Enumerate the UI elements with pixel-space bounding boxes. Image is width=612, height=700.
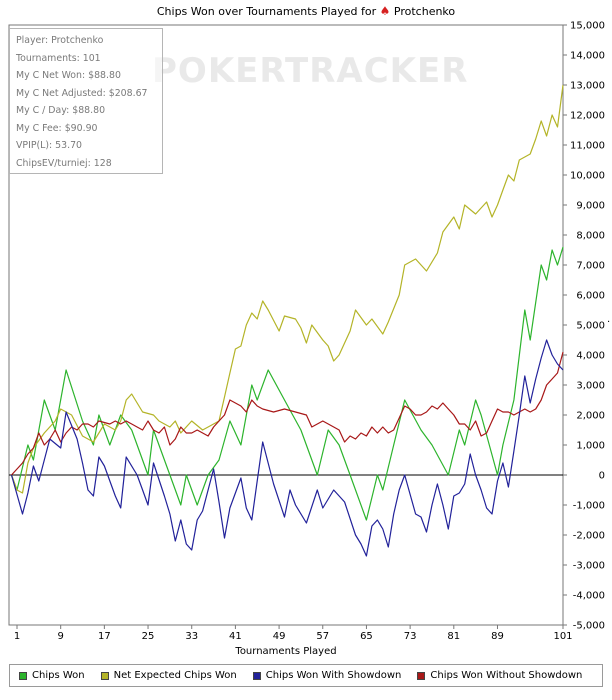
legend-label-with-showdown: Chips Won With Showdown <box>265 670 402 681</box>
x-tick-label: 33 <box>185 631 198 642</box>
y-tick-label: 1,000 <box>576 441 605 452</box>
y-tick-label: 0 <box>599 471 605 482</box>
x-tick-label: 9 <box>57 631 63 642</box>
x-tick-label: 101 <box>553 631 572 642</box>
x-tick-label: 81 <box>447 631 460 642</box>
x-tick-label: 1 <box>14 631 20 642</box>
chart-title: Chips Won over Tournaments Played for ♠ … <box>0 4 612 18</box>
y-tick-label: 11,000 <box>570 141 605 152</box>
x-tick-label: 17 <box>98 631 111 642</box>
x-axis-label: Tournaments Played <box>234 646 336 657</box>
series-line-net-expected-chips-won <box>10 84 564 494</box>
x-tick-label: 41 <box>229 631 242 642</box>
series-line-chips-won-without-showdown <box>11 351 564 476</box>
y-axis-marker: · <box>607 317 610 328</box>
stat-per-day: My C / Day: $88.80 <box>16 105 106 116</box>
chart-legend: Chips Won Net Expected Chips Won Chips W… <box>9 664 603 687</box>
title-player: Protchenko <box>393 5 456 18</box>
y-tick-label: 4,000 <box>576 351 605 362</box>
y-tick-label: 8,000 <box>576 231 605 242</box>
legend-item-with-showdown[interactable]: Chips Won With Showdown <box>252 670 402 681</box>
legend-swatch-net-expected <box>100 671 109 680</box>
legend-item-chips-won[interactable]: Chips Won <box>19 670 85 681</box>
x-tick-label: 49 <box>273 631 286 642</box>
y-tick-label: 13,000 <box>570 81 605 92</box>
x-tick-label: 57 <box>316 631 329 642</box>
x-tick-label: 65 <box>360 631 373 642</box>
y-tick-label: 9,000 <box>576 201 605 212</box>
y-tick-label: 14,000 <box>570 51 605 62</box>
title-text: Chips Won over Tournaments Played for <box>156 5 377 18</box>
stat-fee: My C Fee: $90.90 <box>16 122 98 134</box>
legend-item-without-showdown[interactable]: Chips Won Without Showdown <box>417 670 582 681</box>
y-tick-label: 7,000 <box>576 261 605 272</box>
y-tick-label: 12,000 <box>570 111 605 122</box>
line-chart: POKERTRACKER -5,000 -4,000 -3,000 -2,000 -1,… <box>8 21 610 657</box>
y-tick-label: -4,000 <box>573 591 605 602</box>
y-tick-label: 15,000 <box>570 21 605 32</box>
stat-net-adjusted: My C Net Adjusted: $208.67 <box>16 87 148 99</box>
stat-tournaments: Tournaments: 101 <box>16 52 101 64</box>
spade-icon: ♠ <box>379 4 391 18</box>
y-tick-label: -3,000 <box>573 561 605 572</box>
stat-vpip: VPIP(L): 53.70 <box>16 140 83 151</box>
x-tick-label: 89 <box>491 631 504 642</box>
y-tick-label: 6,000 <box>576 291 605 302</box>
series-line-chips-won <box>10 246 564 521</box>
pokertracker-watermark: POKERTRACKER <box>152 51 468 91</box>
legend-item-net-expected[interactable]: Net Expected Chips Won <box>100 670 237 681</box>
y-tick-label: 10,000 <box>570 171 605 182</box>
legend-label-chips-won: Chips Won <box>32 670 85 681</box>
y-tick-label: 3,000 <box>576 381 605 392</box>
x-tick-label: 73 <box>404 631 417 642</box>
y-tick-label: -2,000 <box>573 531 605 542</box>
x-tick-label: 25 <box>142 631 155 642</box>
player-stats-box: Player: Protchenko Tournaments: 101 My C… <box>9 28 163 174</box>
y-tick-label: 2,000 <box>576 411 605 422</box>
legend-swatch-with-showdown <box>252 671 261 680</box>
y-tick-label: -1,000 <box>573 501 605 512</box>
stat-net-won: My C Net Won: $88.80 <box>16 70 121 81</box>
y-tick-label: -5,000 <box>573 621 605 632</box>
stat-chipsev: ChipsEV/turniej: 128 <box>16 157 112 169</box>
legend-label-net-expected: Net Expected Chips Won <box>113 670 237 681</box>
legend-label-without-showdown: Chips Won Without Showdown <box>430 670 583 681</box>
y-tick-label: 5,000 <box>576 321 605 332</box>
stat-player: Player: Protchenko <box>16 35 104 46</box>
series-line-chips-won-with-showdown <box>10 339 564 557</box>
legend-swatch-chips-won <box>19 671 27 680</box>
legend-swatch-without-showdown <box>417 671 426 680</box>
